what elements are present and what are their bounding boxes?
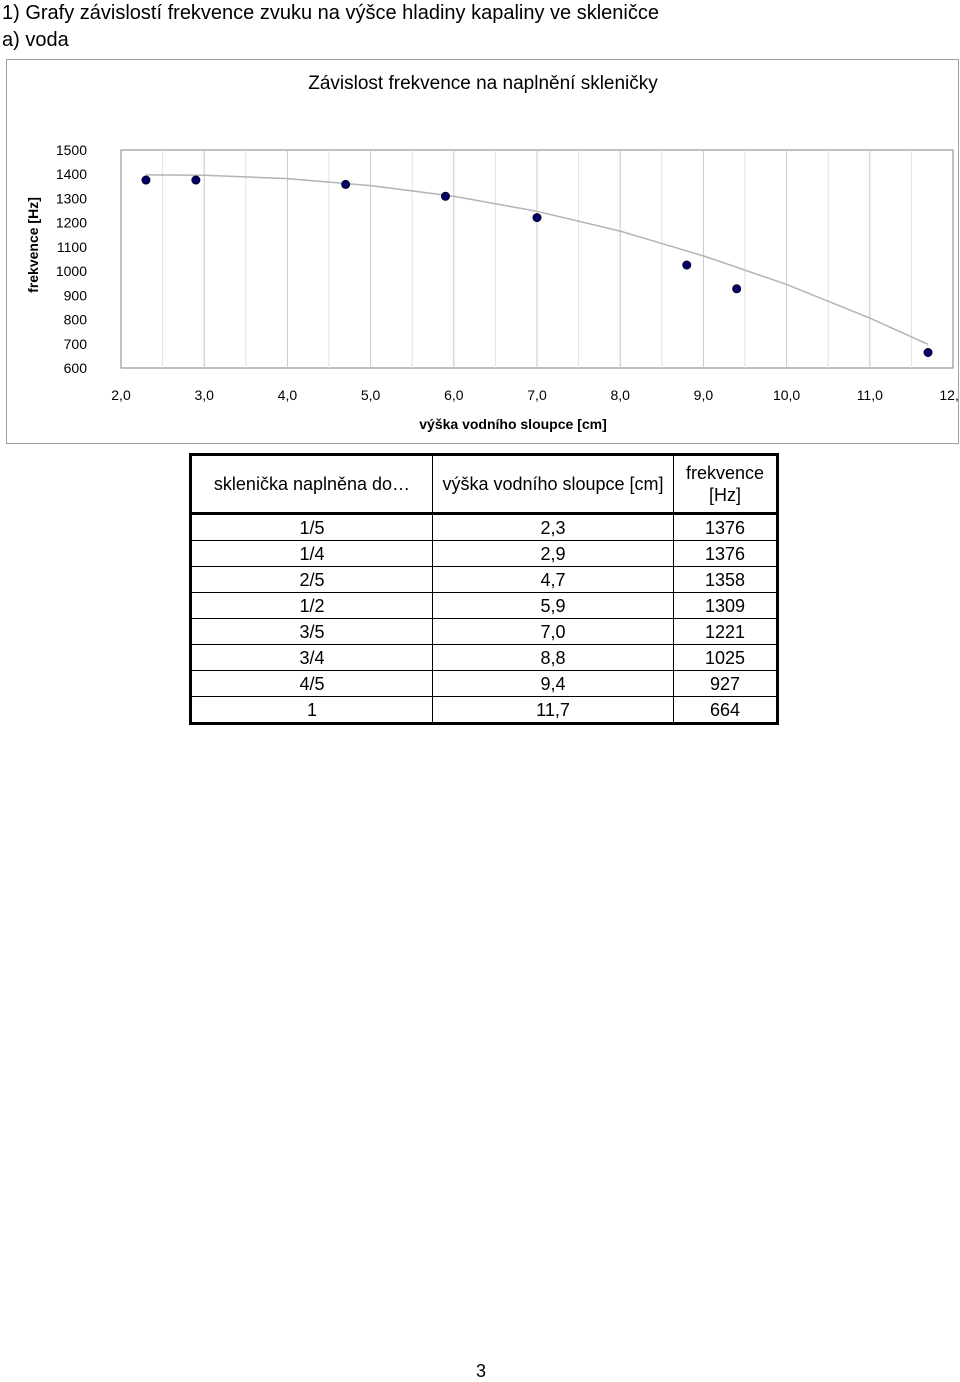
table-cell: 2,9 [432, 540, 674, 567]
y-tick-label: 1100 [57, 239, 87, 255]
page-heading: 1) Grafy závislostí frekvence zvuku na v… [2, 2, 659, 24]
table-cell: 1376 [673, 513, 778, 541]
table-cell: 1221 [673, 618, 778, 645]
table-cell: 5,9 [432, 592, 674, 619]
table-cell: 8,8 [432, 644, 674, 671]
table-cell: 7,0 [432, 618, 674, 645]
table-cell: 1358 [673, 566, 778, 593]
table-cell: 11,7 [432, 696, 674, 724]
y-axis-title: frekvence [Hz] [25, 197, 41, 293]
table-cell: 664 [673, 696, 778, 724]
page-number: 3 [476, 1361, 487, 1381]
chart-area: Závislost frekvence na naplnění skleničk… [6, 59, 959, 444]
x-tick-label: 12,0 [939, 387, 958, 403]
table-cell: 4,7 [432, 566, 674, 593]
table-cell: 1309 [673, 592, 778, 619]
y-tick-label: 700 [64, 336, 88, 352]
table-row: 4/5 9,4 927 [190, 670, 778, 697]
table-cell: 1025 [673, 644, 778, 671]
table-row: 1 11,7 664 [190, 696, 778, 724]
measurement-table: sklenička naplněna do… výška vodního slo… [189, 453, 779, 725]
data-point [440, 191, 450, 201]
table-cell: 9,4 [432, 670, 674, 697]
table-cell: 2/5 [190, 566, 433, 593]
table-row: 1/2 5,9 1309 [190, 592, 778, 619]
table-row: 3/4 8,8 1025 [190, 644, 778, 671]
table-cell: 3/4 [190, 644, 433, 671]
y-tick-label: 900 [64, 287, 88, 303]
data-point [923, 347, 933, 357]
trendline [145, 174, 929, 345]
column-header-frequency: frekvence [Hz] [673, 454, 778, 515]
y-tick-label: 1200 [56, 215, 87, 231]
table-row: 1/4 2,9 1376 [190, 540, 778, 567]
table-cell: 1/5 [190, 513, 433, 541]
column-header-height: výška vodního sloupce [cm] [432, 454, 674, 515]
y-tick-label: 800 [64, 312, 88, 328]
table-cell: 1 [190, 696, 433, 724]
table-row: 1/5 2,3 1376 [190, 513, 778, 541]
table-cell: 927 [673, 670, 778, 697]
x-axis-title: výška vodního sloupce [cm] [419, 416, 607, 432]
table-cell: 1/2 [190, 592, 433, 619]
data-point [732, 284, 742, 294]
frequency-chart: Závislost frekvence na naplnění skleničk… [25, 73, 958, 432]
chart-title: Závislost frekvence na naplnění skleničk… [308, 73, 658, 94]
data-point [532, 213, 542, 223]
x-tick-label: 5,0 [361, 387, 381, 403]
table-cell: 3/5 [190, 618, 433, 645]
x-tick-label: 9,0 [694, 387, 714, 403]
y-tick-label: 1000 [56, 263, 87, 279]
table-cell: 1/4 [190, 540, 433, 567]
x-tick-label: 10,0 [773, 387, 800, 403]
x-tick-label: 4,0 [278, 387, 298, 403]
column-header-fill: sklenička naplněna do… [190, 454, 433, 515]
data-point [191, 175, 201, 185]
data-point [341, 179, 351, 189]
data-point [141, 175, 151, 185]
data-point [682, 260, 692, 270]
y-tick-label: 1500 [56, 142, 87, 158]
x-tick-label: 8,0 [610, 387, 630, 403]
x-tick-label: 11,0 [857, 387, 883, 403]
y-tick-label: 1300 [56, 190, 87, 206]
table-header-row: sklenička naplněna do… výška vodního slo… [190, 454, 778, 515]
table-row: 3/5 7,0 1221 [190, 618, 778, 645]
table-row: 2/5 4,7 1358 [190, 566, 778, 593]
x-tick-label: 7,0 [527, 387, 547, 403]
table-cell: 4/5 [190, 670, 433, 697]
section-heading: a) voda [2, 29, 69, 51]
x-tick-label: 2,0 [111, 387, 131, 403]
table-cell: 2,3 [432, 513, 674, 541]
y-tick-label: 1400 [56, 166, 87, 182]
y-tick-label: 600 [64, 360, 88, 376]
x-tick-label: 6,0 [444, 387, 464, 403]
table-cell: 1376 [673, 540, 778, 567]
x-tick-label: 3,0 [194, 387, 214, 403]
